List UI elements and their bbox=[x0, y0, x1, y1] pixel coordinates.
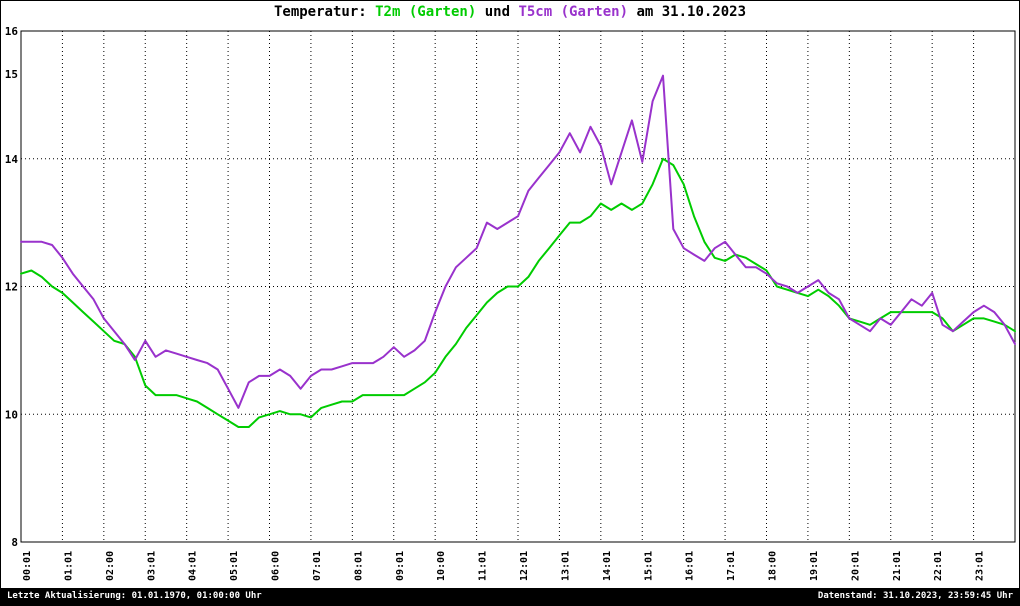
x-axis-label: 11:01 bbox=[478, 551, 489, 581]
data-timestamp-text: Datenstand: 31.10.2023, 23:59:45 Uhr bbox=[817, 591, 1013, 601]
last-update-text: Letzte Aktualisierung: 01.01.1970, 01:00… bbox=[7, 591, 262, 601]
x-axis-label: 00:01 bbox=[22, 551, 33, 581]
title-text-suffix: am 31.10.2023 bbox=[628, 4, 747, 20]
x-axis-label: 14:01 bbox=[602, 551, 613, 581]
y-axis-label: 12 bbox=[5, 281, 18, 294]
plot-area: 16 15 14 12 10 8 00:01 01:01 02:00 03:01 04:01 05:0… bbox=[5, 25, 1016, 581]
x-axis-label: 04:01 bbox=[188, 551, 199, 581]
x-axis-label: 09:01 bbox=[395, 551, 406, 581]
x-axis-label: 16:01 bbox=[685, 551, 696, 581]
x-axis-label: 05:01 bbox=[229, 551, 240, 581]
x-axis-label: 18:00 bbox=[768, 551, 779, 581]
title-text-prefix: Temperatur: bbox=[273, 4, 376, 20]
x-axis-label: 01:01 bbox=[63, 551, 74, 581]
x-axis-label: 15:01 bbox=[643, 551, 654, 581]
t5cm-series-line bbox=[20, 74, 1016, 409]
x-axis-label: 19:01 bbox=[809, 551, 820, 581]
x-axis-label: 06:00 bbox=[271, 551, 282, 581]
chart-title: Temperatur: T2m (Garten) und T5cm (Garte… bbox=[1, 4, 1019, 20]
y-axis-label: 16 bbox=[5, 25, 19, 38]
x-axis-label: 10:00 bbox=[436, 551, 447, 581]
x-axis-label: 17:01 bbox=[726, 551, 737, 581]
x-axis-label: 03:01 bbox=[146, 551, 157, 581]
y-axis-label: 15 bbox=[5, 68, 18, 81]
title-text-connector: und bbox=[476, 4, 519, 20]
y-axis-label: 8 bbox=[11, 536, 18, 549]
x-axis-label: 08:01 bbox=[353, 551, 364, 581]
x-axis-label: 02:00 bbox=[105, 551, 116, 581]
status-bar: Letzte Aktualisierung: 01.01.1970, 01:00… bbox=[1, 588, 1019, 605]
x-axis-label: 07:01 bbox=[312, 551, 323, 581]
y-axis-label: 10 bbox=[5, 408, 18, 421]
x-axis-label: 13:01 bbox=[560, 551, 571, 581]
title-series2-label: T5cm (Garten) bbox=[518, 4, 629, 20]
x-axis-label: 22:01 bbox=[933, 551, 944, 581]
plot-border bbox=[20, 30, 1016, 543]
y-axis-label: 14 bbox=[5, 153, 19, 166]
x-axis-label: 21:01 bbox=[892, 551, 903, 581]
x-axis-label: 23:01 bbox=[975, 551, 986, 581]
title-series1-label: T2m (Garten) bbox=[375, 4, 477, 20]
x-axis-label: 20:01 bbox=[850, 551, 861, 581]
x-axis-label: 12:01 bbox=[519, 551, 530, 581]
